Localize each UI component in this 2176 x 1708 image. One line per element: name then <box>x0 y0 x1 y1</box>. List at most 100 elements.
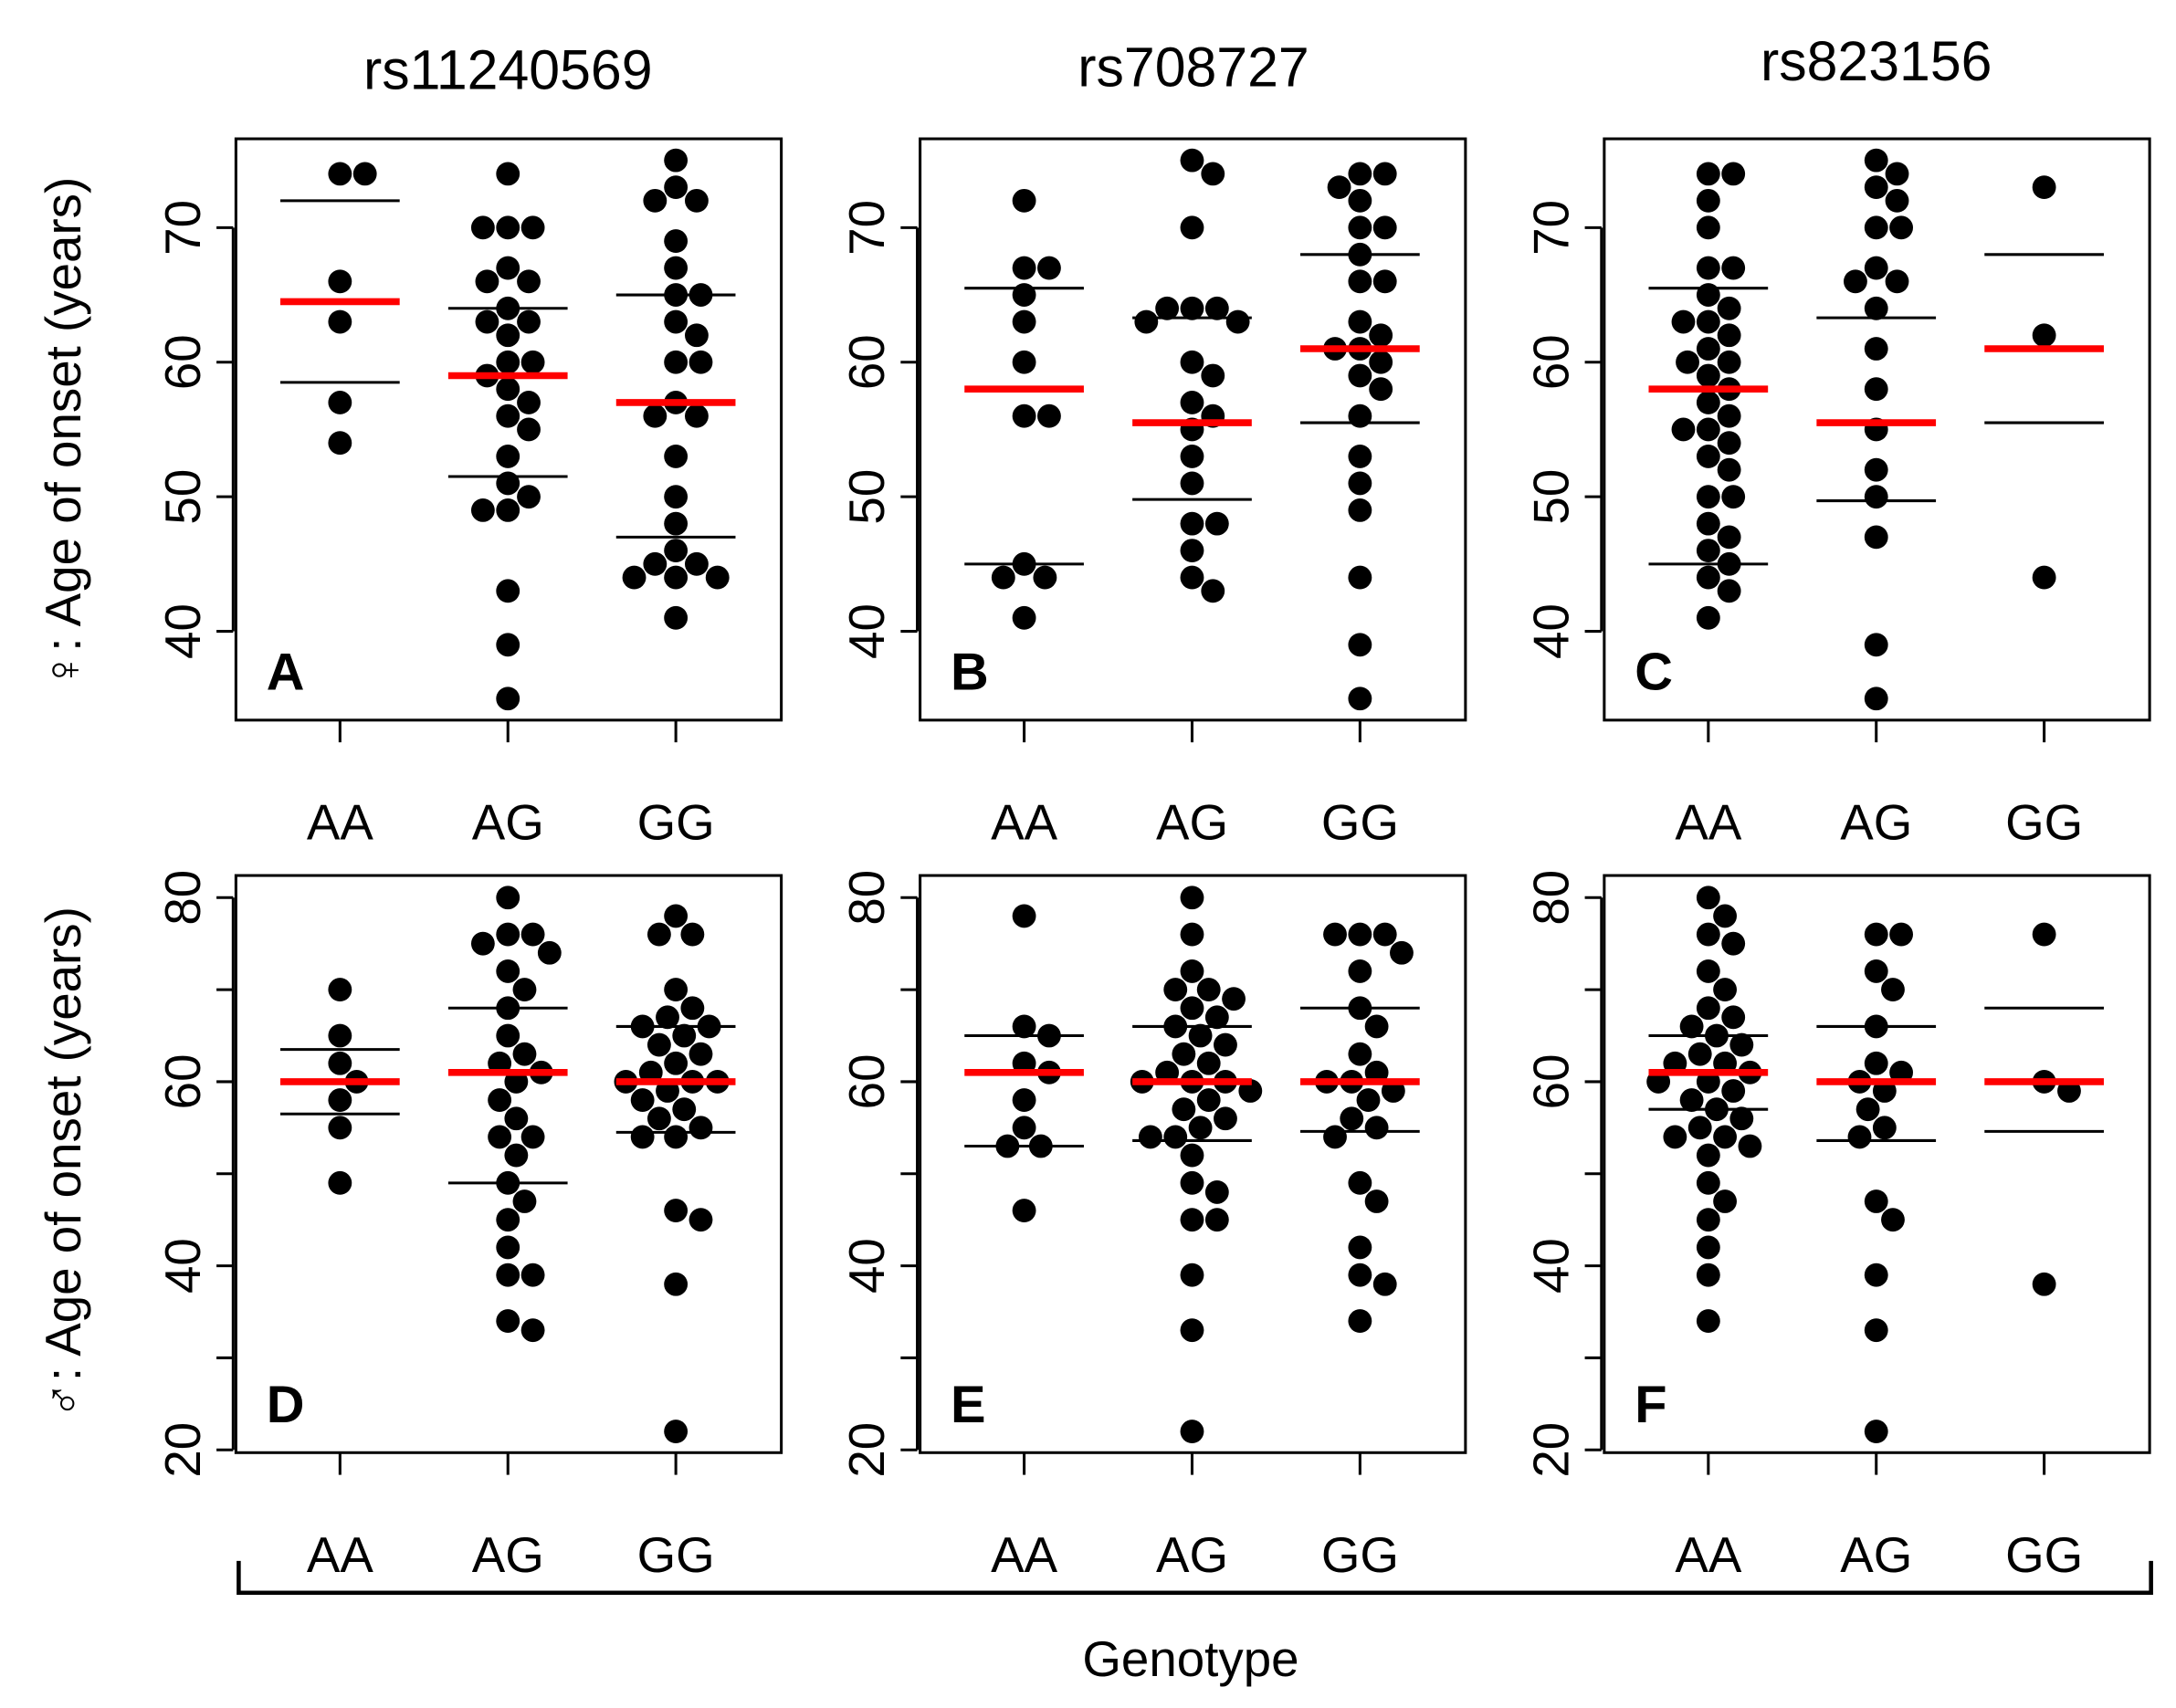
point <box>672 1097 697 1122</box>
point <box>1696 337 1720 361</box>
y-tick-label: 40 <box>154 603 211 659</box>
point <box>1172 1097 1196 1122</box>
point <box>1864 1189 1888 1213</box>
point <box>496 350 520 374</box>
y-tick-label: 80 <box>838 870 895 926</box>
point <box>1885 269 1909 294</box>
point <box>643 551 668 576</box>
point <box>680 996 705 1021</box>
y-tick-label: 40 <box>154 1238 211 1294</box>
y-tick-label: 50 <box>154 469 211 525</box>
point <box>1713 1125 1737 1149</box>
point <box>496 885 520 910</box>
point <box>520 1318 545 1343</box>
point <box>328 1170 352 1195</box>
point <box>991 565 1015 590</box>
x-tick-label: GG <box>637 1526 715 1583</box>
point <box>685 403 709 428</box>
point <box>517 485 541 509</box>
point <box>1855 1097 1880 1122</box>
point <box>1201 363 1225 388</box>
point <box>1864 1420 1888 1444</box>
point <box>1864 1263 1888 1287</box>
column-title: rs823156 <box>1761 30 1992 92</box>
point <box>1679 1014 1704 1039</box>
point <box>1864 377 1888 402</box>
point <box>1214 1106 1237 1131</box>
point <box>1012 283 1036 307</box>
point <box>1204 1005 1229 1030</box>
x-tick-label: AG <box>1840 794 1912 851</box>
point <box>1180 350 1204 374</box>
point <box>496 323 520 348</box>
point <box>664 229 689 254</box>
point <box>1180 391 1204 414</box>
point <box>512 1042 537 1066</box>
point <box>496 162 520 186</box>
point <box>1696 215 1720 240</box>
point <box>664 904 689 928</box>
point <box>1864 525 1888 550</box>
point <box>1180 1143 1204 1168</box>
point <box>664 565 689 590</box>
point <box>1390 940 1414 965</box>
point <box>517 391 541 414</box>
genotype-bracket <box>237 1560 2153 1596</box>
point <box>1369 350 1393 374</box>
point <box>664 309 689 334</box>
point <box>664 445 689 468</box>
point <box>1864 148 1888 173</box>
point <box>1012 256 1036 280</box>
point <box>685 323 709 348</box>
point <box>1881 978 1905 1002</box>
point <box>1738 1134 1762 1158</box>
y-tick-label: 40 <box>838 603 895 659</box>
point <box>475 269 499 294</box>
point <box>1356 1088 1381 1113</box>
point <box>1348 922 1372 947</box>
point <box>1180 296 1204 320</box>
y-tick-label: 60 <box>1522 1053 1579 1109</box>
point <box>1180 885 1204 910</box>
point <box>1196 1088 1221 1113</box>
point <box>504 1143 529 1168</box>
point <box>664 605 689 630</box>
point <box>496 377 520 402</box>
point <box>1671 417 1696 442</box>
point <box>1717 323 1741 348</box>
point <box>1012 1116 1036 1140</box>
point <box>1369 323 1393 348</box>
point <box>664 1272 689 1296</box>
point <box>504 1106 529 1131</box>
point <box>1889 215 1914 240</box>
point <box>1864 1318 1888 1343</box>
point <box>537 940 562 965</box>
point <box>1696 1309 1720 1334</box>
point <box>1717 350 1741 374</box>
point <box>1696 283 1720 307</box>
point <box>1180 511 1204 536</box>
point <box>1180 1208 1204 1232</box>
point <box>1180 148 1204 173</box>
point <box>1372 162 1397 186</box>
point <box>1163 978 1188 1002</box>
point <box>1348 309 1372 334</box>
point <box>1323 922 1347 947</box>
point <box>630 1125 655 1149</box>
y-tick-label: 80 <box>1522 870 1579 926</box>
point <box>1729 1032 1754 1057</box>
point <box>1348 959 1372 983</box>
point <box>1348 445 1372 468</box>
point <box>664 1051 689 1075</box>
point <box>1201 162 1225 186</box>
point <box>496 1235 520 1260</box>
point <box>1348 633 1372 657</box>
point <box>496 498 520 522</box>
point <box>1037 256 1061 280</box>
point <box>1204 296 1229 320</box>
point <box>664 256 689 280</box>
y-axis-label: ♂: Age of onset (years) <box>35 906 91 1419</box>
point <box>1713 978 1737 1002</box>
point <box>1348 269 1372 294</box>
